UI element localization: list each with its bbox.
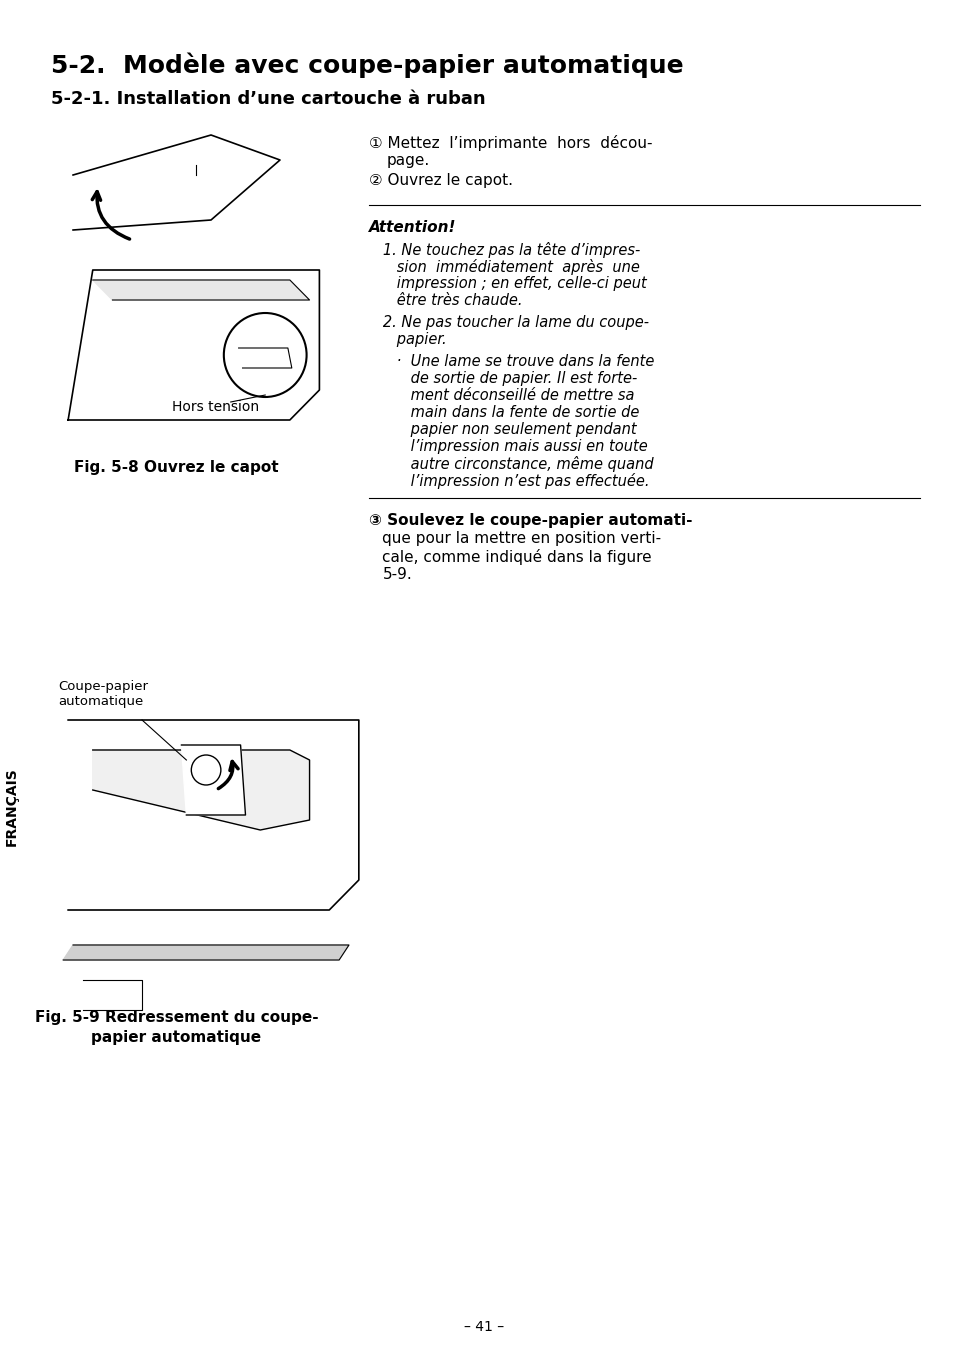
Text: 5-2.  Modèle avec coupe-papier automatique: 5-2. Modèle avec coupe-papier automatiqu… xyxy=(51,51,683,77)
Circle shape xyxy=(224,313,306,397)
Text: FRANÇAIS: FRANÇAIS xyxy=(5,767,19,846)
Polygon shape xyxy=(181,745,245,814)
Polygon shape xyxy=(63,944,349,959)
Text: main dans la fente de sortie de: main dans la fente de sortie de xyxy=(368,405,639,420)
Text: 5-2-1. Installation d’une cartouche à ruban: 5-2-1. Installation d’une cartouche à ru… xyxy=(51,89,485,108)
Text: Hors tension: Hors tension xyxy=(172,400,258,415)
FancyArrowPatch shape xyxy=(218,762,238,789)
Text: ment déconseillé de mettre sa: ment déconseillé de mettre sa xyxy=(368,388,634,402)
Text: 2. Ne pas toucher la lame du coupe-: 2. Ne pas toucher la lame du coupe- xyxy=(368,314,648,331)
Polygon shape xyxy=(238,348,292,369)
Text: l’impression n’est pas effectuée.: l’impression n’est pas effectuée. xyxy=(368,473,648,489)
Text: cale, comme indiqué dans la figure: cale, comme indiqué dans la figure xyxy=(382,549,652,565)
Text: de sortie de papier. Il est forte-: de sortie de papier. Il est forte- xyxy=(368,371,637,386)
Text: ·  Une lame se trouve dans la fente: · Une lame se trouve dans la fente xyxy=(368,354,654,369)
Text: page.: page. xyxy=(386,153,429,168)
FancyArrowPatch shape xyxy=(92,191,130,238)
Text: ③ Soulevez le coupe-papier automati-: ③ Soulevez le coupe-papier automati- xyxy=(368,514,692,528)
Polygon shape xyxy=(68,270,319,420)
Text: autre circonstance, même quand: autre circonstance, même quand xyxy=(368,457,653,472)
Polygon shape xyxy=(73,136,279,230)
Text: Fig. 5-8 Ouvrez le capot: Fig. 5-8 Ouvrez le capot xyxy=(74,459,278,476)
Text: 1. Ne touchez pas la tête d’impres-: 1. Ne touchez pas la tête d’impres- xyxy=(368,243,639,257)
Text: 5-9.: 5-9. xyxy=(382,566,412,583)
Text: impression ; en effet, celle-ci peut: impression ; en effet, celle-ci peut xyxy=(368,276,646,291)
Polygon shape xyxy=(92,280,309,299)
Text: Capot: Capot xyxy=(175,165,216,179)
Text: être très chaude.: être très chaude. xyxy=(368,293,521,308)
Text: papier.: papier. xyxy=(368,332,446,347)
Text: Attention!: Attention! xyxy=(368,220,456,234)
Polygon shape xyxy=(83,980,142,1009)
Text: sion  immédiatement  après  une: sion immédiatement après une xyxy=(368,259,639,275)
Text: ① Mettez  l’imprimante  hors  décou-: ① Mettez l’imprimante hors décou- xyxy=(368,136,652,150)
Text: que pour la mettre en position verti-: que pour la mettre en position verti- xyxy=(382,531,660,546)
Circle shape xyxy=(192,755,221,785)
Text: l’impression mais aussi en toute: l’impression mais aussi en toute xyxy=(368,439,647,454)
Polygon shape xyxy=(92,751,309,831)
Text: papier non seulement pendant: papier non seulement pendant xyxy=(368,421,636,438)
Text: Fig. 5-9 Redressement du coupe-: Fig. 5-9 Redressement du coupe- xyxy=(34,1009,318,1024)
Text: ② Ouvrez le capot.: ② Ouvrez le capot. xyxy=(368,173,512,188)
Polygon shape xyxy=(68,720,358,911)
Text: Coupe-papier
automatique: Coupe-papier automatique xyxy=(58,680,148,709)
Text: papier automatique: papier automatique xyxy=(91,1030,261,1045)
Text: – 41 –: – 41 – xyxy=(463,1320,503,1335)
